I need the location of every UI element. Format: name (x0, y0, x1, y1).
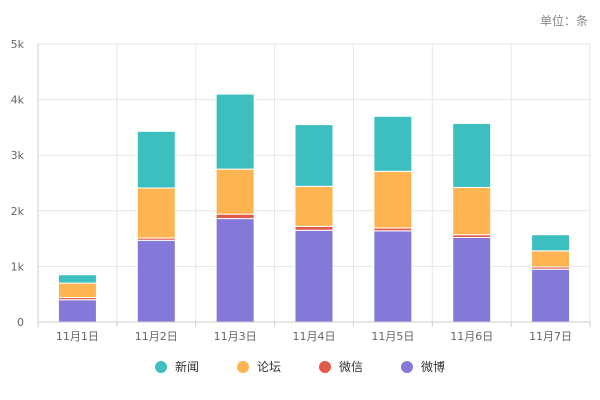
bar-segment[interactable] (373, 170, 413, 229)
legend-item[interactable]: 论坛 (236, 358, 281, 375)
y-tick-label: 2k (11, 205, 25, 218)
bar-segment[interactable] (57, 282, 97, 299)
bar-segment[interactable] (215, 213, 255, 220)
legend-label: 新闻 (174, 360, 199, 374)
bar-segment[interactable] (373, 230, 413, 323)
bar-segment[interactable] (452, 186, 492, 236)
legend-item[interactable]: 微信 (319, 358, 363, 375)
y-tick-label: 4k (11, 94, 25, 107)
legend: 新闻 论坛 微信 微博 (0, 358, 600, 375)
bar-segment[interactable] (136, 239, 176, 323)
bar-segment[interactable] (57, 299, 97, 323)
bar-segment[interactable] (531, 234, 571, 252)
bar-segment[interactable] (294, 225, 334, 231)
bar-segment[interactable] (531, 268, 571, 323)
x-tick-label: 11月5日 (371, 330, 414, 343)
x-tick-label: 11月2日 (135, 330, 178, 343)
bars (57, 93, 571, 323)
legend-swatch (154, 360, 167, 373)
legend-item[interactable]: 微博 (401, 358, 445, 375)
grid-lines (37, 43, 591, 323)
legend-swatch (401, 360, 414, 373)
axes: 0 1k 2k 3k 4k 5k 11月1日 11月2日 11月3日 11月4日 11月5日 11月6… (11, 38, 591, 343)
legend-swatch (236, 360, 249, 373)
y-tick-label: 3k (11, 149, 25, 162)
y-tick-label: 1k (11, 260, 25, 273)
y-tick-label: 5k (11, 38, 25, 51)
bar-segment[interactable] (215, 93, 255, 170)
legend-label: 论坛 (256, 360, 281, 374)
legend-label: 微信 (339, 360, 364, 374)
y-tick-label: 0 (17, 316, 24, 329)
legend-item[interactable]: 新闻 (154, 358, 199, 375)
x-tick-label: 11月6日 (450, 330, 493, 343)
bar-segment[interactable] (136, 130, 176, 189)
bar-segment[interactable] (452, 123, 492, 188)
bar-segment[interactable] (215, 168, 255, 215)
x-tick-label: 11月7日 (529, 330, 572, 343)
unit-label: 单位：条 (539, 14, 588, 28)
bar-segment[interactable] (136, 187, 176, 239)
x-tick-label: 11月4日 (293, 330, 336, 343)
legend-swatch (319, 360, 331, 373)
bar-segment[interactable] (215, 218, 255, 323)
bar-segment[interactable] (531, 250, 571, 268)
bar-segment[interactable] (294, 124, 334, 187)
x-tick-label: 11月1日 (56, 330, 99, 343)
legend-label: 微博 (421, 360, 446, 374)
bar-segment[interactable] (294, 185, 334, 227)
bar-segment[interactable] (57, 274, 97, 284)
bar-segment[interactable] (373, 115, 413, 172)
bar-segment[interactable] (294, 229, 334, 323)
bar-segment[interactable] (452, 236, 492, 323)
x-tick-label: 11月3日 (214, 330, 257, 343)
